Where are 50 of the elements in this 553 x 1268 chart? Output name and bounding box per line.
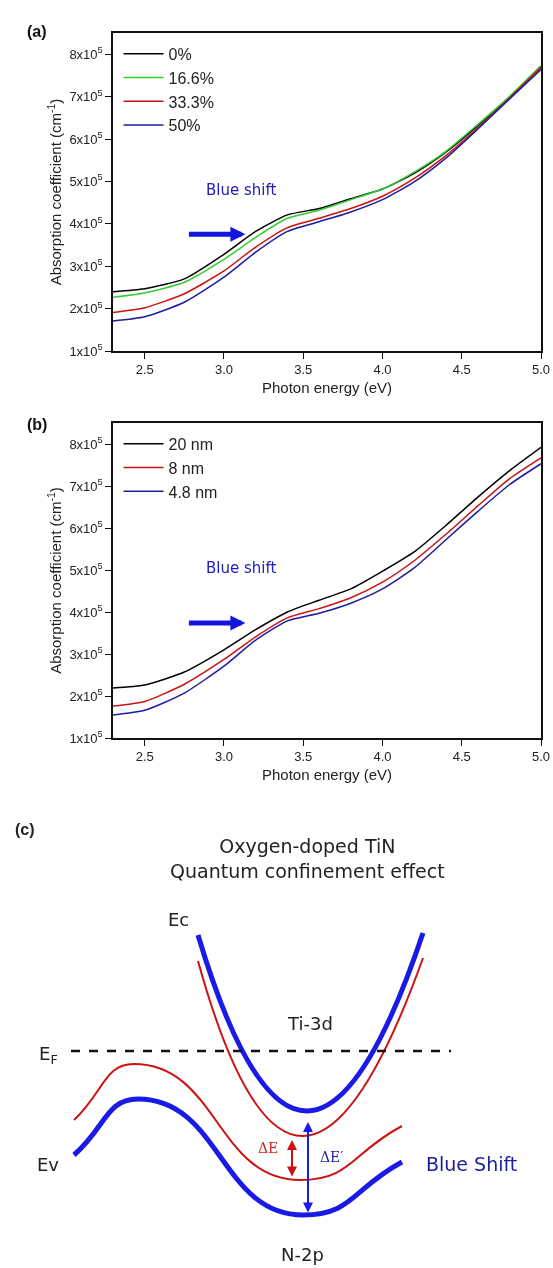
x-tick-label: 5.0: [531, 362, 551, 378]
y-tick-label: 1x10$^{5}$: [69, 729, 103, 746]
y-tick-label: 5x10$^{5}$: [69, 561, 103, 578]
y-tick-label: 4x10$^{5}$: [69, 214, 103, 232]
text: Ec: [168, 909, 190, 930]
y-tick-label: 2x10$^{5}$: [69, 299, 103, 317]
y-tick-label: 5x10$^{5}$: [69, 172, 103, 189]
x-axis-title: Photon energy (eV): [261, 765, 393, 783]
legend-label: 4.8 nm: [168, 483, 218, 501]
legend-label: 20 nm: [168, 435, 213, 453]
legend-label: 8 nm: [168, 459, 205, 477]
y-tick-label: 2x10$^{5}$: [69, 687, 103, 704]
y-tick-label: 6x10$^{5}$: [69, 519, 103, 536]
x-tick-label: 2.5: [135, 749, 154, 765]
x-tick-label: 3.5: [294, 362, 313, 378]
annotation: Blue shift: [206, 559, 277, 577]
x-tick-label: 4.5: [452, 749, 471, 765]
y-tick-label: 6x10$^{5}$: [69, 130, 103, 147]
x-tick-label: 3.0: [214, 362, 233, 378]
x-tick-label: 4.0: [373, 749, 392, 765]
text: E$_{F}$: [39, 1043, 58, 1067]
y-tick-label: 3x10$^{5}$: [69, 257, 103, 274]
legend-label: 50%: [168, 117, 201, 135]
y-tick-label: 8x10$^{5}$: [69, 435, 103, 452]
y-tick-label: 4x10$^{5}$: [69, 603, 103, 620]
text: ΔE′: [320, 1149, 344, 1165]
text: Blue Shift: [426, 1153, 518, 1175]
y-tick-label: 3x10$^{5}$: [69, 645, 103, 662]
x-tick-label: 2.5: [135, 362, 154, 378]
x-tick-label: 4.5: [452, 362, 471, 378]
text: (c): [15, 821, 35, 838]
y-tick-label: 8x10$^{5}$: [69, 45, 103, 62]
text: Oxygen-doped TiN Quantum confinement effect: [170, 835, 445, 882]
x-tick-label: 5.0: [531, 749, 551, 765]
y-tick-label: 7x10$^{5}$: [69, 87, 103, 105]
text: ΔE: [258, 1140, 279, 1156]
legend-label: 33.3%: [168, 93, 214, 111]
legend-label: 16.6%: [168, 69, 214, 87]
y-tick-label: 7x10$^{5}$: [69, 477, 103, 494]
x-tick-label: 4.0: [373, 362, 392, 378]
text: N-2p: [281, 1244, 324, 1265]
text: Ev: [37, 1154, 60, 1175]
text: (a): [27, 23, 47, 40]
legend-label: 0%: [168, 45, 192, 63]
x-tick-label: 3.0: [214, 749, 233, 765]
x-axis-title: Photon energy (eV): [261, 378, 393, 396]
y-tick-label: 1x10$^{5}$: [69, 342, 103, 359]
text: (b): [27, 416, 48, 433]
annotation: Blue shift: [206, 181, 277, 199]
x-tick-label: 3.5: [294, 749, 313, 765]
